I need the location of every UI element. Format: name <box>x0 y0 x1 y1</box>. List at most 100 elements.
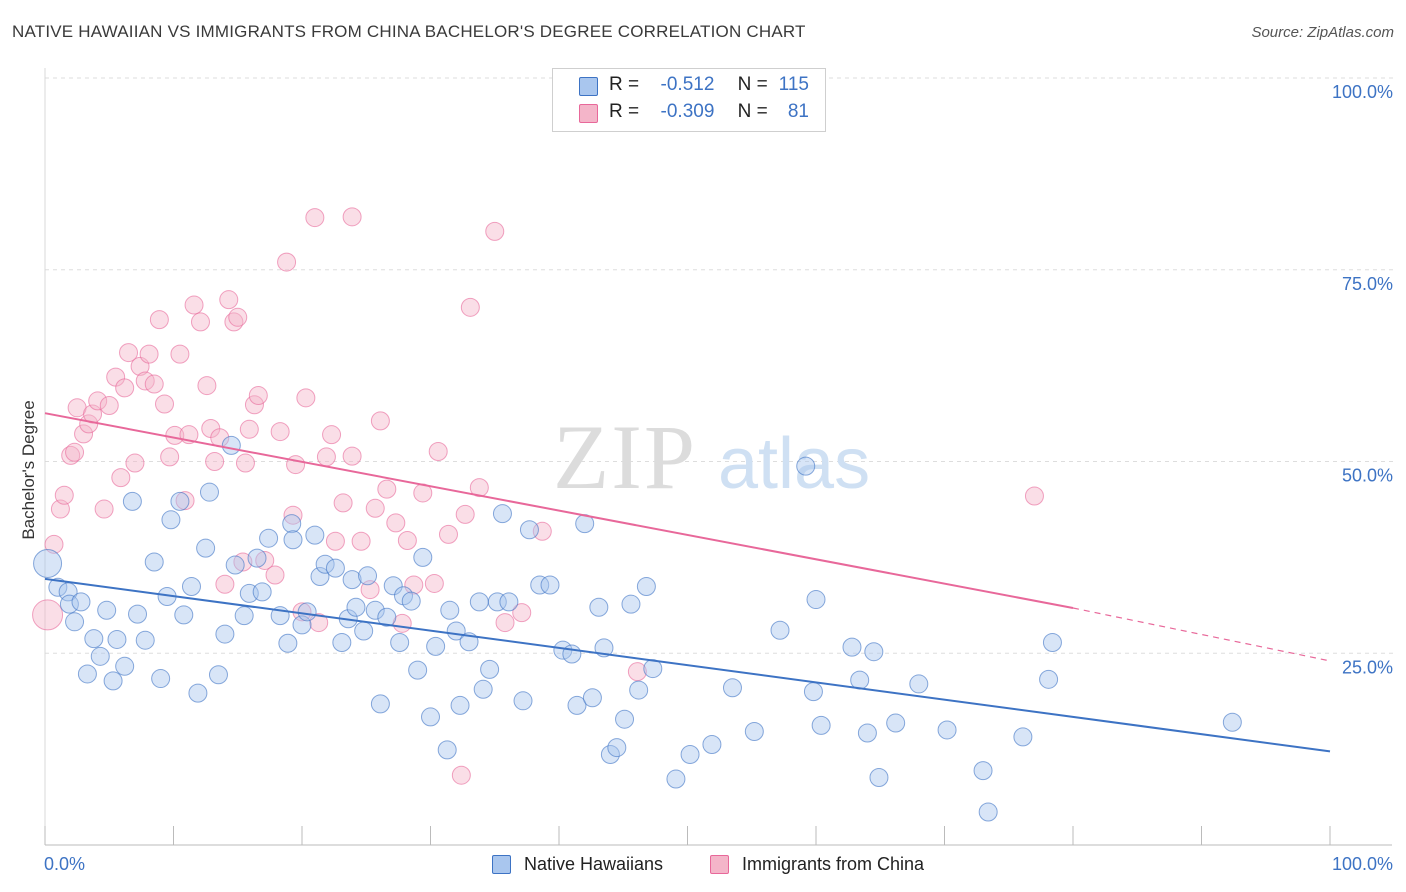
trend-line-native-hawaiians <box>44 577 1331 753</box>
data-point-china <box>296 388 316 408</box>
data-point-hawaiian <box>909 674 929 694</box>
data-point-hawaiian <box>621 594 641 614</box>
data-point-hawaiian <box>811 715 831 735</box>
data-point-hawaiian <box>71 592 91 612</box>
pink-swatch <box>579 104 598 123</box>
data-point-hawaiian <box>973 761 993 781</box>
data-point-hawaiian <box>567 695 587 715</box>
stat-row-immigrants-from-china: R = -0.309 N = 81 <box>609 99 809 125</box>
data-point-hawaiian <box>492 504 512 524</box>
data-point-china <box>160 447 180 467</box>
data-point-china <box>469 478 489 498</box>
data-point-hawaiian <box>869 768 889 788</box>
data-point-hawaiian <box>1222 712 1242 732</box>
data-point-china <box>512 603 532 623</box>
n-value: 81 <box>787 101 809 122</box>
data-point-hawaiian <box>450 695 470 715</box>
data-point-china <box>88 391 108 411</box>
data-point-china <box>325 531 345 551</box>
data-point-china <box>451 765 471 785</box>
data-point-china <box>184 295 204 315</box>
legend-label: Immigrants from China <box>742 854 925 874</box>
data-point-china <box>233 552 253 572</box>
data-point-hawaiian <box>513 691 533 711</box>
data-point-hawaiian <box>122 491 142 511</box>
data-point-china <box>365 498 385 518</box>
chart-source: Source: ZipAtlas.com <box>1251 24 1394 41</box>
data-point-hawaiian <box>33 549 63 579</box>
data-point-hawaiian <box>161 510 181 530</box>
data-point-hawaiian <box>48 577 68 597</box>
data-point-hawaiian <box>342 570 362 590</box>
data-point-hawaiian <box>1039 669 1059 689</box>
data-point-china <box>360 580 380 600</box>
data-point-china <box>342 207 362 227</box>
data-point-china <box>460 297 480 317</box>
data-point-china <box>119 343 139 363</box>
data-point-china <box>215 574 235 594</box>
y-tick-label: 100.0% <box>1332 82 1393 102</box>
data-point-hawaiian <box>1013 727 1033 747</box>
data-point-hawaiian <box>806 590 826 610</box>
data-point-hawaiian <box>473 679 493 699</box>
data-point-hawaiian <box>370 694 390 714</box>
data-point-hawaiian <box>937 720 957 740</box>
data-point-hawaiian <box>215 624 235 644</box>
data-point-hawaiian <box>582 688 602 708</box>
data-point-china <box>99 396 119 416</box>
data-point-hawaiian <box>666 769 686 789</box>
data-point-china <box>219 290 239 310</box>
data-point-china <box>32 599 64 631</box>
y-axis-label: Bachelor's Degree <box>19 400 38 539</box>
data-point-hawaiian <box>383 576 403 596</box>
legend-item-immigrants-from-china: Immigrants from China <box>710 852 924 876</box>
data-point-hawaiian <box>84 629 104 649</box>
data-point-hawaiian <box>469 592 489 612</box>
data-point-hawaiian <box>278 633 298 653</box>
data-point-china <box>149 310 169 330</box>
data-point-china <box>115 378 135 398</box>
trend-line-immigrants-from-china <box>44 412 1074 609</box>
data-point-hawaiian <box>437 740 457 760</box>
data-point-hawaiian <box>282 514 302 534</box>
data-point-hawaiian <box>864 642 884 662</box>
data-point-hawaiian <box>796 456 816 476</box>
data-point-hawaiian <box>103 671 123 691</box>
data-point-hawaiian <box>390 633 410 653</box>
data-point-hawaiian <box>188 683 208 703</box>
blue-swatch <box>579 77 598 96</box>
data-point-china <box>397 531 417 551</box>
data-point-china <box>265 565 285 585</box>
data-point-hawaiian <box>77 664 97 684</box>
data-point-hawaiian <box>358 566 378 586</box>
data-point-china <box>144 374 164 394</box>
watermark-atlas: atlas <box>718 424 870 504</box>
data-point-hawaiian <box>636 577 656 597</box>
data-point-china <box>386 513 406 533</box>
data-point-hawaiian <box>199 482 219 502</box>
data-point-china <box>333 493 353 513</box>
data-point-hawaiian <box>305 525 325 545</box>
chart-title: NATIVE HAWAIIAN VS IMMIGRANTS FROM CHINA… <box>12 22 806 41</box>
data-point-hawaiian <box>744 721 764 741</box>
data-point-hawaiian <box>401 591 421 611</box>
data-point-china <box>286 455 306 475</box>
r-value: -0.309 <box>660 101 715 122</box>
data-point-hawaiian <box>208 665 228 685</box>
data-point-hawaiian <box>702 735 722 755</box>
n-label: N = <box>737 74 768 95</box>
data-point-hawaiian <box>90 646 110 666</box>
data-point-hawaiian <box>346 597 366 617</box>
data-point-hawaiian <box>151 669 171 689</box>
data-point-hawaiian <box>315 554 335 574</box>
data-point-china <box>228 307 248 327</box>
data-point-china <box>438 524 458 544</box>
data-point-hawaiian <box>426 636 446 656</box>
data-point-hawaiian <box>283 530 303 550</box>
y-tick-label: 75.0% <box>1342 274 1393 294</box>
data-point-china <box>1024 486 1044 506</box>
data-point-hawaiian <box>174 605 194 625</box>
data-point-hawaiian <box>408 660 428 680</box>
data-point-china <box>270 422 290 442</box>
data-point-china <box>351 531 371 551</box>
